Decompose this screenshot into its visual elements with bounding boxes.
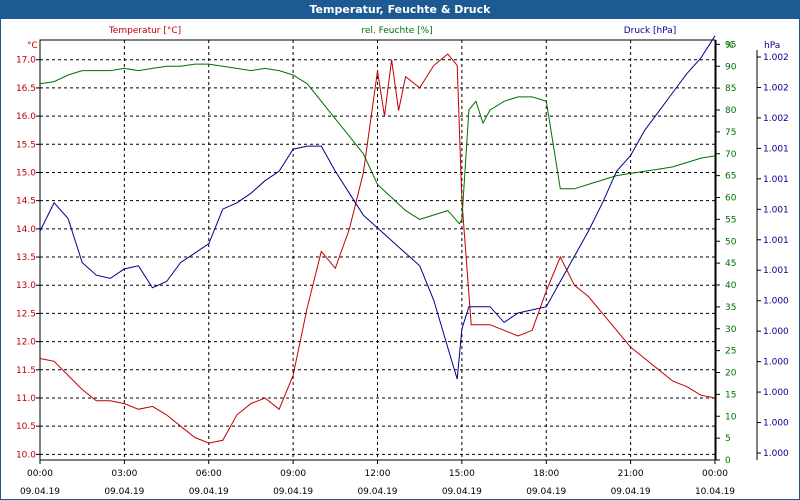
x-tick-date: 09.04.19 <box>526 487 566 497</box>
humidity-tick-label: 10 <box>725 412 737 422</box>
pressure-tick-label: 1.000 <box>763 449 789 459</box>
humidity-tick-label: 0 <box>725 456 731 466</box>
temperature-unit-label: °C <box>27 41 38 51</box>
temperature-tick-label: 17.0 <box>16 56 36 66</box>
pressure-tick-label: 1.001 <box>763 266 789 276</box>
legend-entry-pressure: Druck [hPa] <box>624 26 677 36</box>
axes <box>36 40 761 464</box>
humidity-tick-label: 20 <box>725 369 737 379</box>
legend-entry-temperature: Temperatur [°C] <box>108 26 181 36</box>
x-tick-date: 10.04.19 <box>695 487 735 497</box>
humidity-tick-label: 75 <box>725 128 736 138</box>
x-tick-time: 00:00 <box>702 469 728 479</box>
series-line-temperature <box>39 53 716 444</box>
humidity-tick-label: 70 <box>725 150 737 160</box>
humidity-unit-label: % <box>725 41 734 51</box>
humidity-tick-label: 85 <box>725 84 736 94</box>
humidity-tick-label: 40 <box>725 281 737 291</box>
grid-lines <box>40 40 715 460</box>
legend-entry-humidity: rel. Feuchte [%] <box>361 26 432 36</box>
x-tick-time: 18:00 <box>533 469 559 479</box>
x-tick-date: 09.04.19 <box>442 487 482 497</box>
humidity-tick-label: 15 <box>725 390 736 400</box>
humidity-tick-label: 35 <box>725 303 736 313</box>
pressure-tick-label: 1.001 <box>763 175 789 185</box>
series-line-humidity <box>39 63 716 225</box>
humidity-tick-label: 5 <box>725 434 731 444</box>
pressure-tick-label: 1.001 <box>763 144 789 154</box>
humidity-tick-label: 50 <box>725 237 737 247</box>
temperature-tick-label: 13.0 <box>16 281 36 291</box>
x-tick-time: 09:00 <box>280 469 306 479</box>
humidity-tick-label: 80 <box>725 106 737 116</box>
x-tick-date: 09.04.19 <box>20 487 60 497</box>
temperature-tick-label: 14.0 <box>16 225 36 235</box>
pressure-unit-label: hPa <box>764 41 780 51</box>
humidity-tick-label: 60 <box>725 194 737 204</box>
temperature-tick-label: 16.5 <box>16 84 36 94</box>
chart-title: Temperatur, Feuchte & Druck <box>1 1 799 19</box>
x-tick-time: 00:00 <box>27 469 53 479</box>
x-tick-date: 09.04.19 <box>357 487 397 497</box>
x-tick-time: 21:00 <box>618 469 644 479</box>
humidity-tick-label: 90 <box>725 62 737 72</box>
axis-labels: 00:00 09.04.19 03:00 09.04.19 06:00 09.04.19 0… <box>16 26 789 497</box>
series-group <box>39 35 716 444</box>
temperature-tick-label: 10.0 <box>16 450 36 460</box>
temperature-tick-label: 10.5 <box>16 422 36 432</box>
temperature-tick-label: 16.0 <box>16 112 36 122</box>
temperature-tick-label: 12.0 <box>16 338 36 348</box>
pressure-tick-label: 1.001 <box>763 205 789 215</box>
humidity-tick-label: 30 <box>725 325 737 335</box>
pressure-tick-label: 1.000 <box>763 419 789 429</box>
x-tick-time: 03:00 <box>111 469 137 479</box>
x-tick-date: 09.04.19 <box>104 487 144 497</box>
humidity-tick-label: 65 <box>725 172 736 182</box>
temperature-tick-label: 13.5 <box>16 253 36 263</box>
pressure-tick-label: 1.002 <box>763 83 789 93</box>
humidity-tick-label: 25 <box>725 347 736 357</box>
pressure-tick-label: 1.000 <box>763 297 789 307</box>
temperature-tick-label: 11.0 <box>16 394 36 404</box>
x-tick-date: 09.04.19 <box>189 487 229 497</box>
x-tick-time: 06:00 <box>196 469 222 479</box>
x-tick-time: 15:00 <box>449 469 475 479</box>
pressure-tick-label: 1.000 <box>763 388 789 398</box>
pressure-tick-label: 1.000 <box>763 358 789 368</box>
temperature-tick-label: 15.5 <box>16 140 36 150</box>
x-tick-time: 12:00 <box>365 469 391 479</box>
humidity-tick-label: 45 <box>725 259 736 269</box>
pressure-tick-label: 1.001 <box>763 236 789 246</box>
humidity-tick-label: 55 <box>725 215 736 225</box>
temperature-tick-label: 14.5 <box>16 197 36 207</box>
pressure-tick-label: 1.002 <box>763 114 789 124</box>
temperature-tick-label: 12.5 <box>16 309 36 319</box>
x-tick-date: 09.04.19 <box>611 487 651 497</box>
humidity-tick-label: 95 <box>725 40 736 50</box>
series-line-pressure <box>39 35 716 380</box>
pressure-tick-label: 1.002 <box>763 53 789 63</box>
pressure-tick-label: 1.000 <box>763 327 789 337</box>
temperature-tick-label: 11.5 <box>16 366 36 376</box>
x-tick-date: 09.04.19 <box>273 487 313 497</box>
temperature-tick-label: 15.0 <box>16 168 36 178</box>
